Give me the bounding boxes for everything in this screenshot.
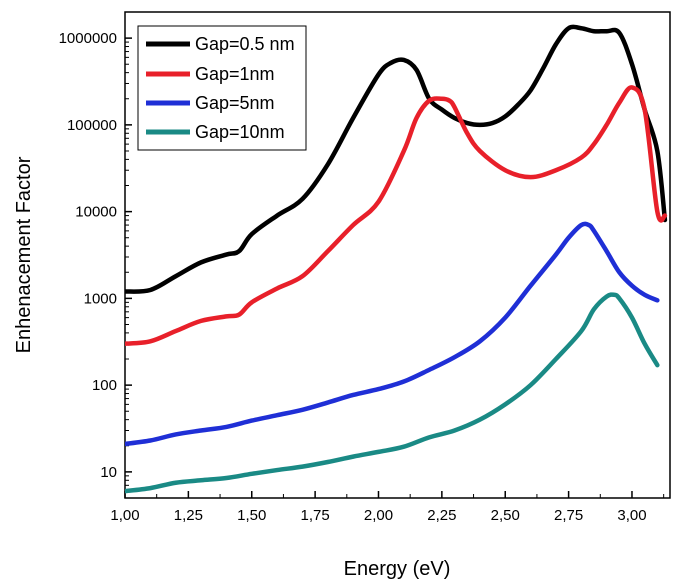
x-tick-label: 2,75	[554, 507, 583, 524]
x-tick-label: 1,00	[110, 507, 139, 524]
legend-label-gap-1nm: Gap=1nm	[195, 64, 275, 84]
x-tick-label: 1,50	[237, 507, 266, 524]
legend-label-gap-10nm: Gap=10nm	[195, 122, 285, 142]
y-tick-label: 100	[92, 377, 117, 394]
x-tick-label: 2,00	[364, 507, 393, 524]
x-axis-title: Energy (eV)	[344, 558, 451, 580]
series-line-gap-10nm	[125, 292, 660, 494]
legend-label-gap-5nm: Gap=5nm	[195, 93, 275, 113]
series-line-gap-5nm	[125, 221, 660, 447]
legend-box	[137, 25, 307, 151]
x-tick-label: 1,25	[174, 507, 203, 524]
y-tick-label: 10000	[75, 204, 117, 221]
y-tick-label: 1000	[84, 290, 117, 307]
legend-label-gap-0-5nm: Gap=0.5 nm	[195, 34, 295, 54]
plot-frame	[124, 11, 671, 499]
x-tick-label: 1,75	[301, 507, 330, 524]
y-tick-label: 10	[100, 464, 117, 481]
axes: 1,00 1,25 1,50 1,75 2,00 2,25 2,50 2,75 3,00 10 10…	[59, 30, 665, 524]
x-tick-label: 3,00	[617, 507, 646, 524]
series-line-gap-0-5-nm	[125, 24, 668, 294]
x-tick-label: 2,25	[427, 507, 456, 524]
x-tick-label: 2,50	[491, 507, 520, 524]
y-tick-label: 1000000	[59, 30, 117, 47]
legend: Gap=0.5 nm Gap=1nm Gap=5nm Gap=10nm	[137, 25, 307, 151]
y-axis-title: Enhenacement Factor	[13, 156, 35, 353]
series-group	[125, 24, 668, 494]
series-line-gap-1nm	[125, 85, 668, 346]
y-tick-label: 100000	[67, 117, 117, 134]
